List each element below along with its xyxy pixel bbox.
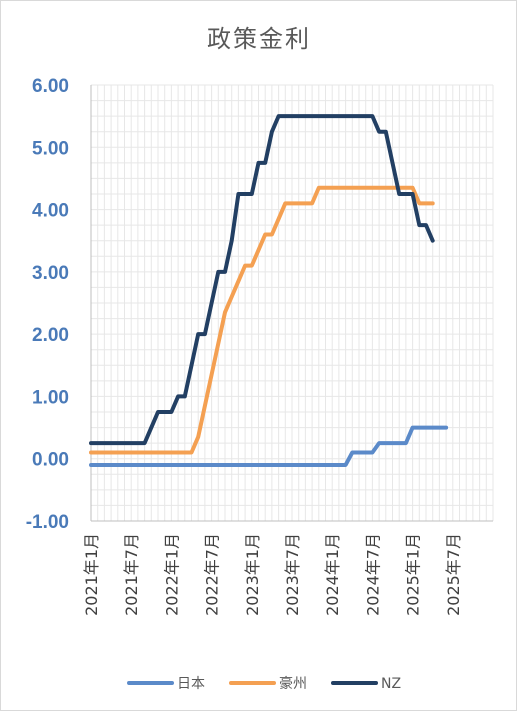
chart-title: 政策金利 [207,25,311,53]
y-tick-label: 3.00 [32,263,69,284]
x-tick-label: 2024年1月 [323,533,342,616]
x-axis: 2021年1月 2021年7月 2022年1月 2022年7月 2023年1月 2023年… [82,533,463,616]
series-line-NZ [89,114,435,446]
y-tick-label: -1.00 [26,512,69,533]
legend-label: NZ [381,676,401,692]
x-tick-label: 2021年1月 [82,533,101,616]
x-tick-label: 2024年7月 [363,533,382,616]
x-tick-label: 2023年1月 [243,533,262,616]
x-tick-label: 2025年7月 [444,533,463,616]
series-line-日本 [89,425,449,467]
legend-label: 豪州 [279,676,307,692]
x-tick-label: 2022年1月 [162,533,181,616]
y-axis: 6.00 5.00 4.00 3.00 2.00 1.00 0.00 -1.00 [26,76,69,533]
legend: 日本 豪州 NZ [127,676,401,692]
y-tick-label: 6.00 [32,76,69,97]
x-tick-label: 2023年7月 [283,533,302,616]
grid [90,84,494,522]
y-tick-label: 2.00 [32,325,69,346]
series-line-豪州 [89,185,435,455]
y-tick-label: 4.00 [32,201,69,222]
x-tick-label: 2022年7月 [203,533,222,616]
x-tick-label: 2021年7月 [122,533,141,616]
legend-label: 日本 [177,676,205,692]
series-lines [89,114,449,467]
y-tick-label: 5.00 [32,138,69,159]
x-tick-label: 2025年1月 [404,533,423,616]
y-tick-label: 1.00 [32,387,69,408]
y-tick-label: 0.00 [32,450,69,471]
